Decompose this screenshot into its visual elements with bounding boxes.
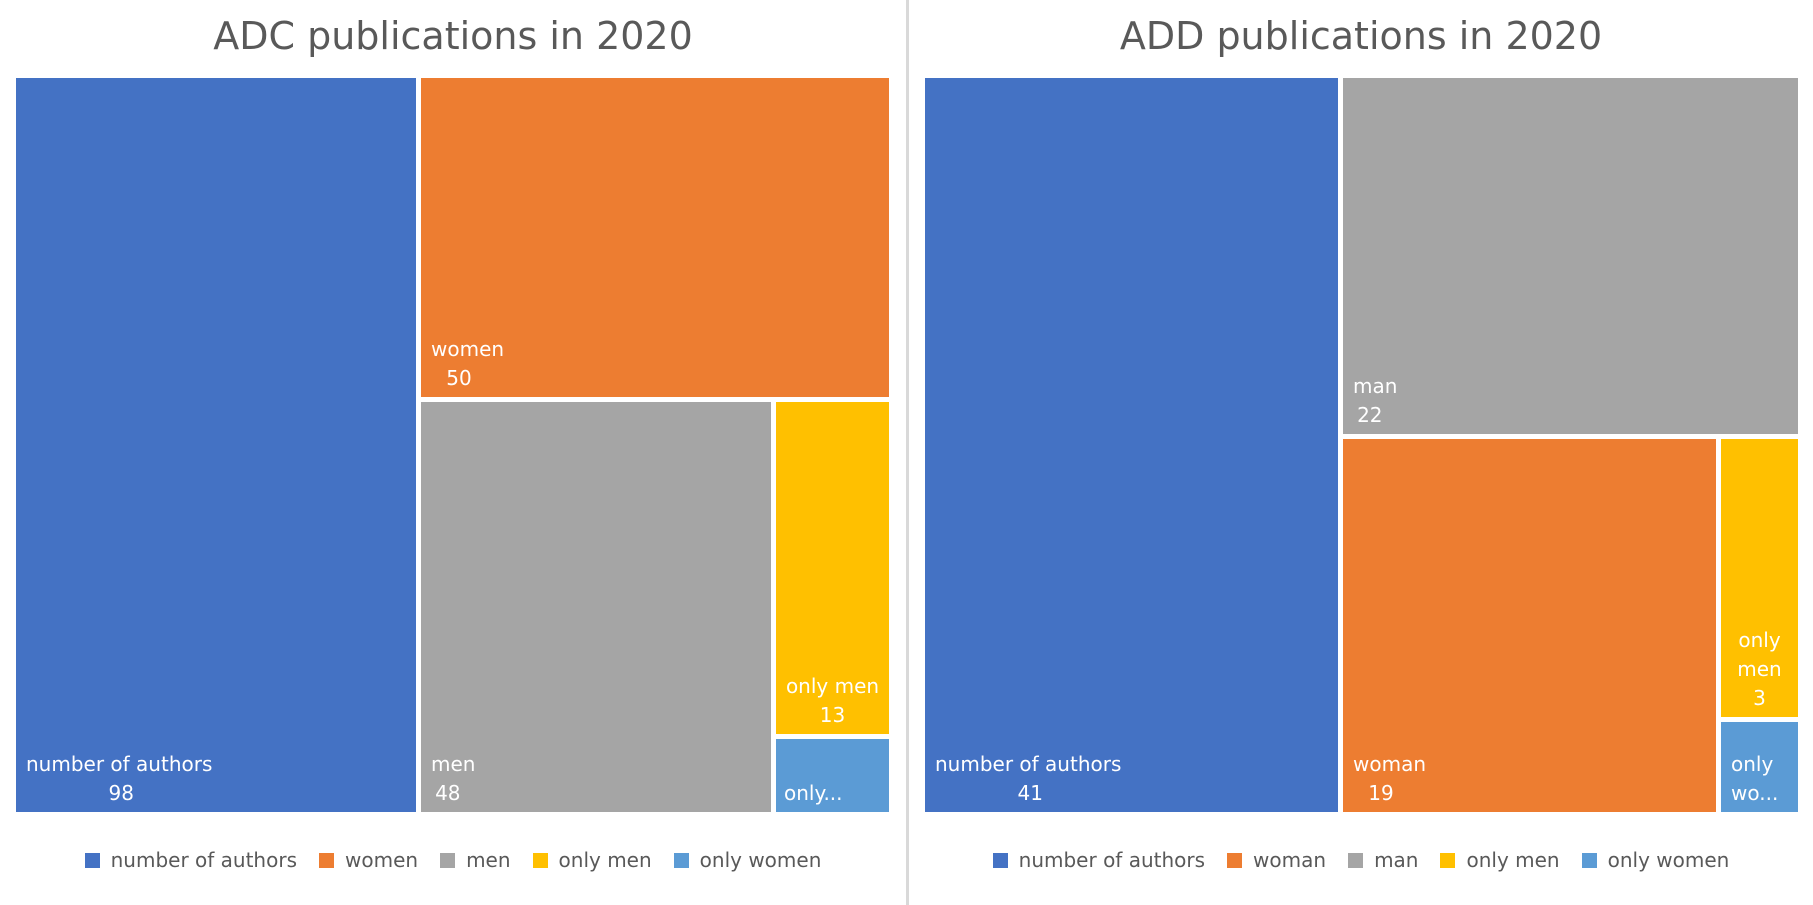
legend-item-number-of-authors: number of authors — [84, 848, 297, 872]
treemap-plot-area: number of authors41man22woman19onlymen3o… — [925, 78, 1798, 812]
legend-item-men: men — [440, 848, 511, 872]
treemap-tile-label: only — [1738, 628, 1780, 652]
treemap-tile-woman: woman 19 — [1343, 439, 1716, 812]
chart-panel-adc: ADC publications in 2020 number of autho… — [0, 0, 906, 905]
legend-label: man — [1374, 848, 1419, 872]
legend-label: only men — [558, 848, 652, 872]
legend-swatch — [319, 852, 334, 868]
treemap-tile-rect — [1343, 78, 1798, 434]
legend-label: men — [466, 848, 511, 872]
legend-swatch — [1581, 852, 1597, 868]
panel-divider — [906, 0, 909, 905]
legend-swatch — [673, 852, 689, 868]
treemap-tile-label: only... — [784, 781, 843, 805]
treemap-tile-label: men — [431, 752, 475, 776]
legend-item-number-of-authors: number of authors — [992, 848, 1206, 872]
legend-label: women — [345, 848, 419, 872]
treemap-tile-label: man — [1353, 374, 1397, 398]
treemap-tile-label: number of authors — [935, 752, 1121, 776]
treemap-tile-only-men: only men 13 — [776, 402, 889, 734]
treemap-tile-label: woman — [1353, 752, 1426, 776]
treemap-tile-label: 3 — [1753, 686, 1766, 710]
treemap-tile-rect — [776, 402, 889, 734]
legend-swatch — [992, 852, 1008, 868]
treemap-tile-label: 22 — [1357, 403, 1382, 427]
treemap-tile-label: 48 — [435, 781, 460, 805]
legend-label: only women — [1607, 848, 1730, 872]
legend-swatch — [84, 852, 100, 868]
legend-label: number of authors — [1018, 848, 1206, 872]
legend-item-women: women — [319, 848, 418, 872]
treemap-tile-rect — [1721, 722, 1798, 812]
treemap-tile-man: man 22 — [1343, 78, 1798, 434]
treemap-tile-rect — [776, 739, 889, 812]
treemap-tile-label: wo... — [1731, 781, 1778, 805]
legend-label: woman — [1253, 848, 1327, 872]
legend-item-man: man — [1348, 848, 1418, 872]
treemap-tile-number-of-authors: number of authors 98 — [16, 78, 416, 812]
treemap-tile-label: 50 — [446, 366, 471, 390]
treemap-tile-label: men — [1737, 657, 1781, 681]
treemap-tile-label: number of authors — [26, 752, 212, 776]
legend-swatch — [440, 852, 456, 868]
treemap-tile-only-men: only men 3 — [1721, 439, 1798, 717]
legend-swatch — [1348, 852, 1364, 868]
legend-swatch — [1227, 852, 1243, 868]
treemap-tile-label: women — [431, 337, 504, 361]
treemap-tile-label: 13 — [820, 703, 845, 727]
chart-legend: number of authors women men only men only wo… — [0, 847, 906, 873]
legend-item-only-women: only women — [1581, 848, 1730, 872]
legend-label: number of authors — [110, 848, 297, 872]
chart-title: ADD publications in 2020 — [1119, 14, 1603, 58]
treemap-tile-rect — [421, 78, 889, 397]
legend-item-woman: woman — [1227, 848, 1326, 872]
treemap-tile-rect — [1721, 439, 1798, 717]
chart-legend: number of authors woman man only men only wo… — [909, 847, 1813, 873]
treemap-tile-label: 19 — [1368, 781, 1393, 805]
chart-title: ADC publications in 2020 — [213, 14, 693, 58]
treemap-tile-rect — [1343, 439, 1716, 812]
treemap-tile-label: only men — [786, 674, 879, 698]
treemap-tile-rect — [925, 78, 1338, 812]
legend-item-only-men: only men — [532, 848, 652, 872]
treemap-tile-label: 98 — [108, 781, 133, 805]
legend-item-only-men: only men — [1440, 848, 1560, 872]
treemap-tile-label: 41 — [1017, 781, 1042, 805]
chart-panel-add: ADD publications in 2020 number of autho… — [909, 0, 1813, 905]
legend-swatch — [1440, 852, 1456, 868]
treemap-tile-men: men 48 — [421, 402, 771, 812]
treemap-tile-women: women 50 — [421, 78, 889, 397]
legend-label: only women — [699, 848, 822, 872]
legend-swatch — [532, 852, 548, 868]
treemap-tile-only-women: only... — [776, 739, 889, 812]
treemap-tile-number-of-authors: number of authors 41 — [925, 78, 1338, 812]
treemap-tile-rect — [421, 402, 771, 812]
treemap-plot-area: number of authors 98 women 50 men 48 only men 1… — [16, 78, 889, 812]
legend-label: only men — [1466, 848, 1560, 872]
legend-item-only-women: only women — [673, 848, 822, 872]
treemap-tile-label: only — [1731, 752, 1773, 776]
treemap-tile-only-women: only wo... — [1721, 722, 1798, 812]
treemap-tile-rect — [16, 78, 416, 812]
